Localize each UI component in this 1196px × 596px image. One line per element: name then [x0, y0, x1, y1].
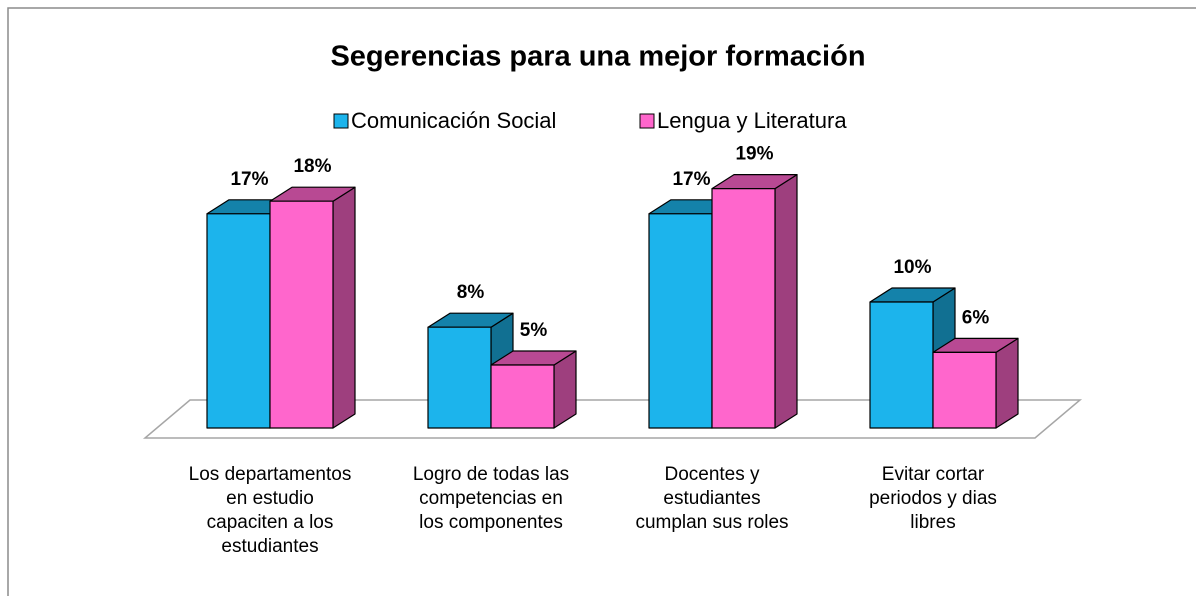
floor — [142, 399, 1083, 439]
bar-side — [995, 337, 1019, 429]
bar-side — [774, 174, 798, 429]
bar — [490, 350, 577, 429]
value-label: 17% — [230, 169, 268, 190]
bar-front — [490, 364, 555, 429]
x-tick-label: Evitar cortar periodos y dias libres — [869, 464, 997, 533]
bar-front — [269, 200, 334, 429]
bar — [711, 174, 798, 429]
x-tick-label: Logro de todas las competencias en los c… — [412, 464, 570, 533]
legend-swatch — [639, 113, 655, 129]
bar — [932, 337, 1019, 429]
value-label: 8% — [457, 282, 485, 303]
bar — [427, 312, 514, 429]
value-label: 10% — [893, 257, 931, 278]
bar-front — [427, 326, 492, 429]
x-tick-label: Docentes y estudiantes cumplan sus roles — [635, 464, 789, 533]
x-tick-label: Los departamentos en estudio capaciten a… — [188, 464, 352, 557]
value-label: 6% — [962, 307, 990, 328]
bar-side — [332, 186, 356, 429]
legend-label: Lengua y Literatura — [657, 108, 847, 133]
bar-front — [206, 213, 271, 429]
bar — [269, 186, 356, 429]
value-label: 18% — [293, 156, 331, 177]
bar-front — [711, 188, 776, 429]
legend-swatch — [333, 113, 349, 129]
chart-title: Segerencias para una mejor formación — [330, 41, 865, 73]
chart-border — [7, 7, 1196, 596]
bar-front — [932, 351, 997, 429]
value-label: 19% — [735, 144, 773, 165]
bar-front — [869, 301, 934, 429]
value-label: 5% — [520, 320, 548, 341]
legend-label: Comunicación Social — [351, 108, 556, 133]
bar-front — [648, 213, 713, 429]
value-label: 17% — [672, 169, 710, 190]
